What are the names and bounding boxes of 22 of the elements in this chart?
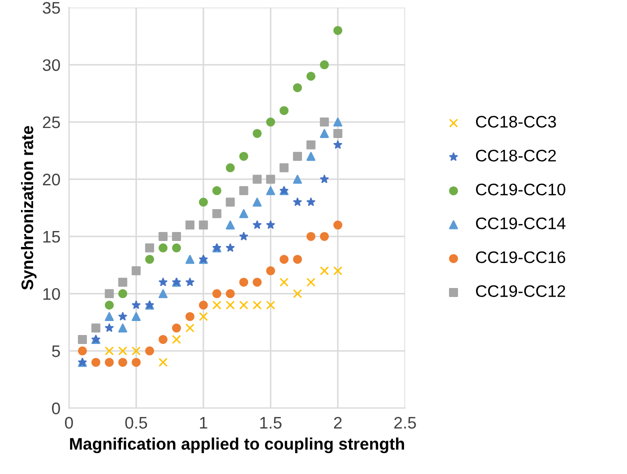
y-tick-label: 0 <box>52 402 60 414</box>
x-tick-label: 2 <box>334 416 342 429</box>
x-tick-label: 1.5 <box>260 417 282 429</box>
y-tick-label: 15 <box>43 231 60 243</box>
legend-label: CC19-CC16 <box>476 251 566 264</box>
y-tick-label: 30 <box>42 59 60 72</box>
x-tick-label: 2.5 <box>394 416 416 429</box>
legend-label: CC19-CC14 <box>476 217 566 230</box>
y-tick-label: 35 <box>42 2 60 14</box>
y-tick-label: 25 <box>42 116 60 128</box>
x-tick-label: 1 <box>200 417 208 429</box>
legend-label: CC19-CC10 <box>476 184 566 196</box>
x-tick-label: 0 <box>64 416 73 429</box>
y-tick-label: 10 <box>43 288 60 300</box>
y-tick-label: 20 <box>42 174 60 186</box>
x-tick-label: 0.5 <box>125 416 148 429</box>
y-axis-title: Synchronization rate <box>21 126 37 290</box>
x-axis-title: Magnification applied to coupling strength <box>70 438 404 454</box>
legend-label: CC18-CC2 <box>476 150 556 162</box>
legend-label: CC19-CC12 <box>476 285 566 297</box>
legend-label: CC18-CC3 <box>476 116 556 128</box>
y-tick-label: 5 <box>52 345 60 358</box>
